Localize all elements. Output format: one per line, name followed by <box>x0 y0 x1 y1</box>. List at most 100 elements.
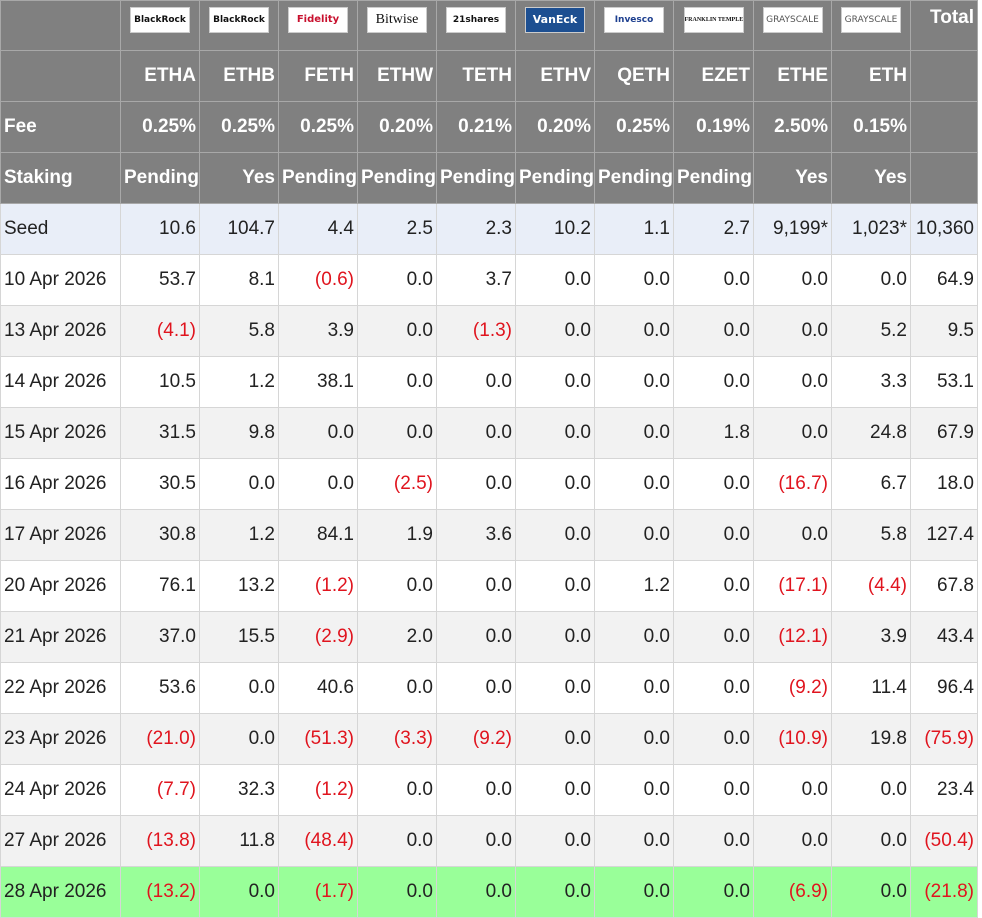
flow-cell: 9,199* <box>753 203 832 255</box>
flow-cell: 3.6 <box>436 509 516 561</box>
fee-row: Fee 0.25% 0.25% 0.25% 0.20% 0.21% 0.20% 0.25% 0.… <box>0 101 978 153</box>
flow-cell: 0.0 <box>753 764 832 816</box>
flow-cell: 0.0 <box>515 815 595 867</box>
flow-cell: 0.0 <box>594 866 674 918</box>
flow-cell: (1.7) <box>278 866 358 918</box>
flow-cell: 8.1 <box>199 254 279 306</box>
flow-cell: 96.4 <box>910 662 978 714</box>
flow-cell: 127.4 <box>910 509 978 561</box>
flow-cell: 104.7 <box>199 203 279 255</box>
fee-value: 0.25% <box>278 101 358 153</box>
flow-cell: 38.1 <box>278 356 358 408</box>
flow-cell: 5.8 <box>199 305 279 357</box>
staking-value: Pending <box>436 152 516 204</box>
flow-cell: 67.9 <box>910 407 978 459</box>
ticker: ETHA <box>120 50 200 102</box>
fee-value: 0.20% <box>515 101 595 153</box>
flow-cell: 0.0 <box>753 509 832 561</box>
flow-cell: 2.0 <box>357 611 437 663</box>
flow-cell: 0.0 <box>594 356 674 408</box>
flow-cell: 1.2 <box>199 509 279 561</box>
flow-cell: 0.0 <box>753 815 832 867</box>
flow-cell: 3.9 <box>831 611 911 663</box>
row-label: 16 Apr 2026 <box>0 458 121 510</box>
header-cell <box>0 0 121 51</box>
flow-cell: 0.0 <box>673 305 754 357</box>
row-label: 17 Apr 2026 <box>0 509 121 561</box>
flow-cell: 0.0 <box>594 458 674 510</box>
fee-value: 0.15% <box>831 101 911 153</box>
row-label: Staking <box>0 152 121 204</box>
flow-cell: 0.0 <box>515 560 595 612</box>
flow-cell: 13.2 <box>199 560 279 612</box>
data-row: 15 Apr 2026 31.5 9.8 0.0 0.0 0.0 0.0 0.0 1.8 0.0 2… <box>0 407 978 459</box>
flow-cell: 0.0 <box>357 764 437 816</box>
flow-cell: 1.2 <box>199 356 279 408</box>
header-cell: FRANKLIN TEMPLETON <box>673 0 754 51</box>
brand-logo: FRANKLIN TEMPLETON <box>683 7 744 33</box>
flow-cell: 0.0 <box>199 458 279 510</box>
flow-cell: 0.0 <box>515 764 595 816</box>
flow-cell: (51.3) <box>278 713 358 765</box>
flow-cell: 0.0 <box>278 407 358 459</box>
flow-cell: 9.8 <box>199 407 279 459</box>
flow-cell: (1.2) <box>278 560 358 612</box>
flow-cell: 0.0 <box>673 560 754 612</box>
flow-cell: 1.9 <box>357 509 437 561</box>
flow-cell: 0.0 <box>199 866 279 918</box>
flow-cell: (6.9) <box>753 866 832 918</box>
flow-cell: 0.0 <box>673 611 754 663</box>
flow-cell: 0.0 <box>673 866 754 918</box>
header-cell: VanEck <box>515 0 595 51</box>
flow-cell: 0.0 <box>515 305 595 357</box>
flow-cell: 0.0 <box>515 254 595 306</box>
header-cell: GRAYSCALE <box>831 0 911 51</box>
flow-cell: (2.9) <box>278 611 358 663</box>
flow-cell: (4.1) <box>120 305 200 357</box>
flow-cell: 10.5 <box>120 356 200 408</box>
flow-cell: (16.7) <box>753 458 832 510</box>
header-cell: Bitwise <box>357 0 437 51</box>
ticker: ETHW <box>357 50 437 102</box>
flow-cell: 19.8 <box>831 713 911 765</box>
data-row: 16 Apr 2026 30.5 0.0 0.0 (2.5) 0.0 0.0 0.0 0.0 (1… <box>0 458 978 510</box>
row-label: 24 Apr 2026 <box>0 764 121 816</box>
flow-cell: 10,360 <box>910 203 978 255</box>
flow-cell: 10.6 <box>120 203 200 255</box>
staking-value: Pending <box>594 152 674 204</box>
fee-value: 0.20% <box>357 101 437 153</box>
flow-cell: 0.0 <box>673 509 754 561</box>
flow-cell: 0.0 <box>831 764 911 816</box>
flow-cell: 53.6 <box>120 662 200 714</box>
brand-logo: Invesco <box>604 7 664 33</box>
row-label: 28 Apr 2026 <box>0 866 121 918</box>
brand-logo: Fidelity <box>288 7 348 33</box>
flow-cell: 1.2 <box>594 560 674 612</box>
flow-cell: 43.4 <box>910 611 978 663</box>
brand-logo: VanEck <box>525 7 585 33</box>
flow-cell: 0.0 <box>594 305 674 357</box>
flow-cell: 3.3 <box>831 356 911 408</box>
flow-cell: 84.1 <box>278 509 358 561</box>
data-row: 23 Apr 2026 (21.0) 0.0 (51.3) (3.3) (9.2) 0.0 0… <box>0 713 978 765</box>
flow-cell: 24.8 <box>831 407 911 459</box>
row-label: 23 Apr 2026 <box>0 713 121 765</box>
staking-value: Pending <box>673 152 754 204</box>
fee-value: 0.25% <box>199 101 279 153</box>
flow-cell: 10.2 <box>515 203 595 255</box>
header-cell: Fidelity <box>278 0 358 51</box>
flow-cell: 0.0 <box>436 764 516 816</box>
flow-cell: 0.0 <box>831 254 911 306</box>
brand-logo: 21shares <box>446 7 506 33</box>
header-cell <box>0 50 121 102</box>
ticker-row: ETHA ETHB FETH ETHW TETH ETHV QETH EZET ETHE ETH <box>0 50 978 102</box>
data-row: 13 Apr 2026 (4.1) 5.8 3.9 0.0 (1.3) 0.0 0.0 0.0 0… <box>0 305 978 357</box>
flow-cell: 0.0 <box>436 560 516 612</box>
brand-logo: BlackRock <box>209 7 269 33</box>
flow-cell: 0.0 <box>594 815 674 867</box>
row-label: 21 Apr 2026 <box>0 611 121 663</box>
flow-cell: 0.0 <box>515 407 595 459</box>
flow-cell: 0.0 <box>515 611 595 663</box>
flow-cell: 0.0 <box>436 866 516 918</box>
flow-cell: 0.0 <box>357 866 437 918</box>
